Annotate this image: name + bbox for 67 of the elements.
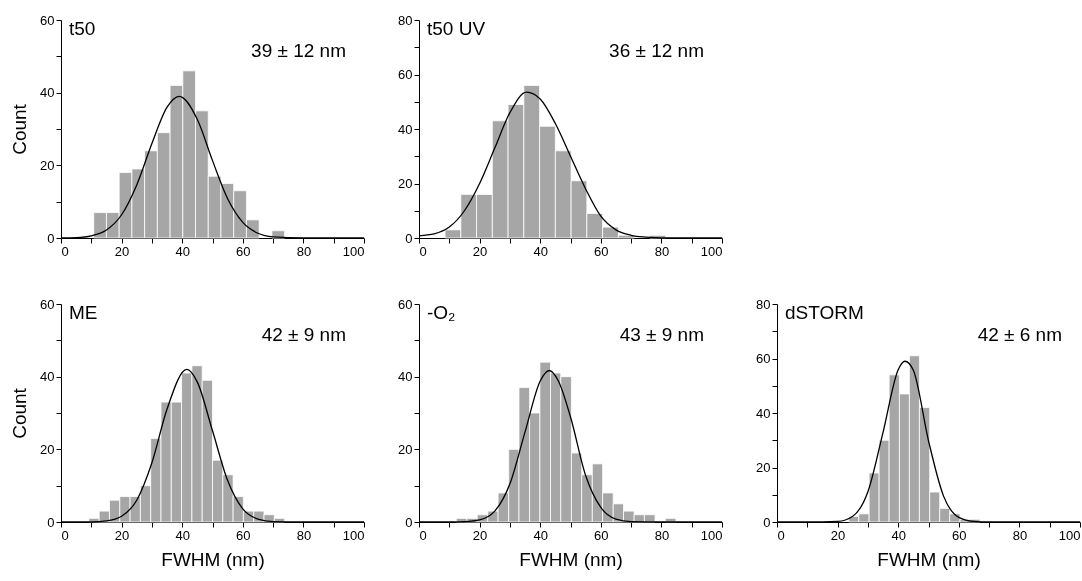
chart-title: -O₂ (427, 302, 456, 323)
y-tick-label: 80 (398, 12, 413, 28)
chart-title: t50 (69, 18, 96, 39)
y-tick-label: 0 (763, 514, 771, 530)
y-tick-label: 0 (47, 514, 55, 530)
y-tick-label: 60 (756, 351, 771, 366)
x-axis-title: FWHM (nm) (519, 548, 623, 570)
x-tick-label: 80 (296, 527, 312, 543)
x-axis-title: FWHM (nm) (161, 548, 265, 570)
chart-title: dSTORM (785, 302, 864, 323)
y-tick-label: 40 (398, 369, 413, 385)
y-tick-label: 40 (40, 85, 55, 101)
x-axis-title: FWHM (nm) (877, 548, 981, 570)
x-tick-label: 100 (700, 527, 723, 543)
y-axis-title: Count (9, 387, 31, 439)
x-tick-label: 60 (594, 527, 609, 543)
x-tick-label: 0 (61, 243, 69, 259)
y-tick-label: 60 (398, 296, 413, 312)
y-tick-label: 40 (40, 369, 55, 385)
x-tick-label: 20 (114, 243, 130, 259)
y-tick-label: 20 (756, 460, 771, 475)
annotation: 42 ± 9 nm (261, 324, 346, 345)
x-tick-label: 40 (891, 527, 906, 543)
x-tick-label: 100 (342, 527, 365, 543)
y-tick-label: 20 (398, 176, 413, 191)
x-tick-label: 60 (236, 527, 251, 543)
annotation: 36 ± 12 nm (609, 40, 704, 61)
y-axis-title: Count (9, 103, 31, 155)
y-tick-label: 40 (398, 121, 413, 137)
x-tick-label: 40 (175, 243, 190, 259)
x-tick-label: 100 (342, 243, 365, 259)
x-tick-label: 20 (830, 527, 846, 543)
x-tick-label: 0 (419, 243, 427, 259)
x-tick-label: 80 (1012, 527, 1028, 543)
x-tick-label: 60 (236, 243, 251, 259)
chart-title: ME (69, 302, 98, 323)
x-tick-label: 40 (533, 243, 548, 259)
y-tick-label: 60 (40, 296, 55, 312)
x-tick-label: 80 (654, 243, 670, 259)
y-tick-label: 80 (756, 296, 771, 312)
x-tick-label: 80 (296, 243, 312, 259)
y-tick-label: 20 (398, 441, 413, 457)
x-tick-label: 40 (175, 527, 190, 543)
y-tick-label: 40 (756, 405, 771, 421)
x-tick-label: 80 (654, 527, 670, 543)
x-tick-label: 100 (1058, 527, 1081, 543)
chart-title: t50 UV (427, 18, 486, 39)
x-tick-label: 60 (952, 527, 967, 543)
annotation: 39 ± 12 nm (251, 40, 346, 61)
y-tick-label: 60 (40, 12, 55, 28)
y-tick-label: 0 (405, 230, 413, 246)
y-tick-label: 0 (405, 514, 413, 530)
x-tick-label: 0 (777, 527, 785, 543)
annotation: 42 ± 6 nm (977, 324, 1062, 345)
x-tick-label: 0 (61, 527, 69, 543)
y-tick-label: 20 (40, 157, 55, 173)
x-tick-label: 20 (114, 527, 130, 543)
x-tick-label: 20 (472, 527, 488, 543)
y-tick-label: 0 (47, 230, 55, 246)
y-tick-label: 60 (398, 67, 413, 82)
annotation: 43 ± 9 nm (619, 324, 704, 345)
x-tick-label: 60 (594, 243, 609, 259)
x-tick-label: 40 (533, 527, 548, 543)
y-tick-label: 20 (40, 441, 55, 457)
x-tick-label: 20 (472, 243, 488, 259)
x-tick-label: 0 (419, 527, 427, 543)
x-tick-label: 100 (700, 243, 723, 259)
